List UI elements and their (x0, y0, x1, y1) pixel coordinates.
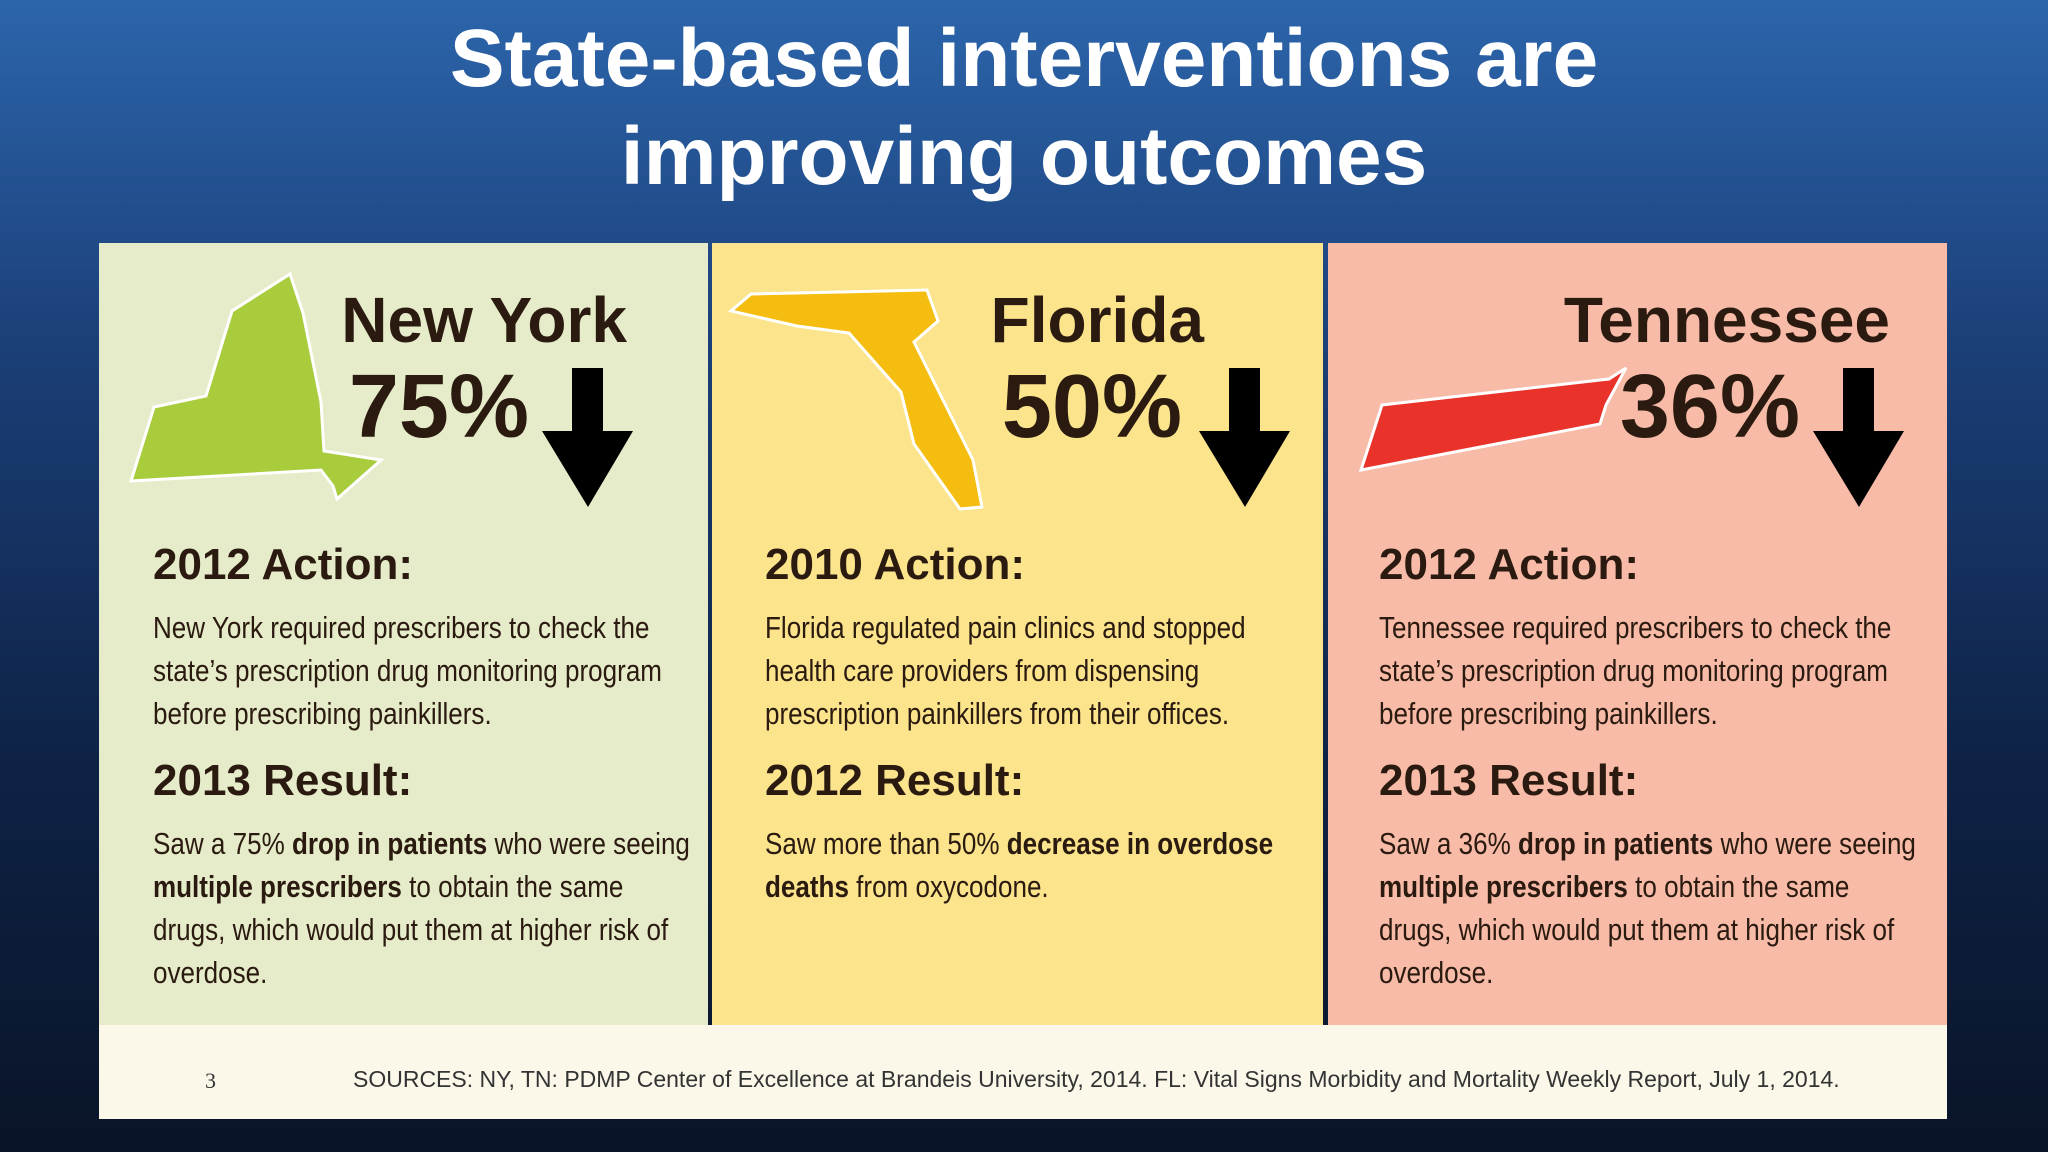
state-name: New York (341, 284, 627, 356)
down-arrow (542, 368, 633, 507)
result-heading: 2013 Result: (1379, 756, 1639, 805)
florida-map (727, 288, 984, 511)
panel-bg (712, 243, 1323, 1025)
percent-drop: 75% (349, 357, 529, 457)
new-york-map (128, 271, 385, 502)
result-segment: who were seeing (1713, 826, 1916, 861)
result-heading: 2012 Result: (765, 756, 1025, 805)
action-heading: 2010 Action: (765, 540, 1026, 589)
percent-drop: 50% (1002, 357, 1182, 457)
action-text: Florida regulated pain clinics and stopp… (765, 610, 1246, 731)
state-name: Tennessee (1564, 284, 1890, 356)
action-heading: 2012 Action: (153, 540, 414, 589)
state-name: Florida (991, 284, 1205, 356)
down-arrow (1813, 368, 1904, 507)
result-segment: Saw more than 50% (765, 826, 1007, 861)
result-text: Saw more than 50% decrease in overdose d… (765, 822, 1303, 908)
result-segment: drop in patients (291, 826, 488, 861)
action-text: New York required prescribers to check t… (153, 610, 663, 731)
action-heading: 2012 Action: (1379, 540, 1640, 589)
result-segment: decrease in overdose deaths (765, 826, 1274, 904)
page-number: 3 (205, 1068, 216, 1093)
result-segment: to obtain the same drugs, which would pu… (1379, 869, 1895, 990)
result-segment: Saw a 36% (1379, 826, 1518, 861)
footer (99, 1025, 1947, 1119)
slide-title: State-based interventions are improving … (449, 13, 1599, 202)
result-segment: multiple prescribers (1379, 869, 1628, 904)
tennessee-map (1358, 366, 1628, 472)
result-heading: 2013 Result: (153, 756, 413, 805)
result-segment: from oxycodone. (848, 869, 1049, 904)
down-arrow (1199, 368, 1290, 507)
result-segment: who were seeing (487, 826, 690, 861)
result-text: Saw a 36% drop in patients who were seei… (1379, 822, 1917, 994)
result-text: Saw a 75% drop in patients who were seei… (153, 822, 691, 994)
action-text: Tennessee required prescribers to check … (1379, 610, 1892, 731)
sources: SOURCES: NY, TN: PDMP Center of Excellen… (353, 1066, 1840, 1092)
result-segment: multiple prescribers (153, 869, 402, 904)
result-segment: to obtain the same drugs, which would pu… (153, 869, 669, 990)
result-segment: drop in patients (1517, 826, 1714, 861)
result-segment: Saw a 75% (153, 826, 292, 861)
panel-bg (99, 243, 708, 1025)
percent-drop: 36% (1620, 357, 1800, 457)
